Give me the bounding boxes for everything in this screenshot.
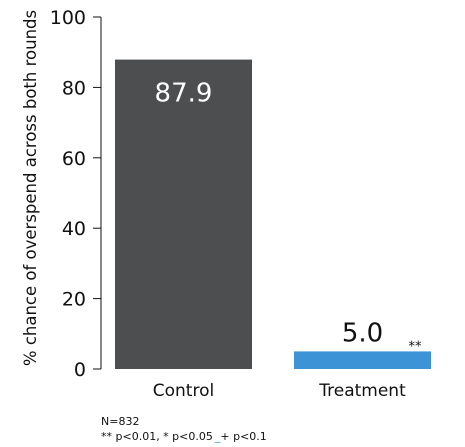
significance-note-tail: + p<0.1 [220,430,266,443]
bar-control [115,59,252,369]
y-axis-ticks: 0 20 40 60 80 100 [50,7,101,381]
category-labels: Control Treatment [153,381,406,401]
bar-treatment [294,351,431,369]
data-label: 5.0 [342,318,383,348]
y-tick-label: 80 [62,77,86,99]
bars-group [115,59,431,369]
category-label: Treatment [318,381,406,401]
sample-size-note: N=832 [101,415,139,428]
significance-note-marker: _ [214,430,221,443]
y-tick-label: 60 [62,148,86,170]
y-tick-label: 40 [62,218,86,240]
y-tick-label: 20 [62,289,86,311]
y-tick-label: 0 [74,359,86,381]
category-label: Control [153,381,214,401]
data-label: 87.9 [155,79,213,109]
data-labels: 87.9 5.0 ** [155,79,422,355]
significance-note-main: ** p<0.01, * p<0.05 [101,430,213,443]
significance-label: ** [409,339,423,354]
significance-note: ** p<0.01, * p<0.05 _+ p<0.1 [101,430,267,443]
y-axis-title: % chance of overspend across both rounds [21,10,40,366]
y-tick-label: 100 [50,7,86,29]
